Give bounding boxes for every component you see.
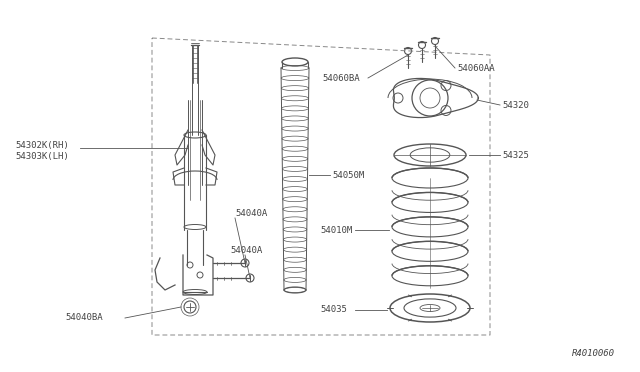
- Text: 54040BA: 54040BA: [65, 314, 102, 323]
- Text: 54040A: 54040A: [230, 246, 262, 254]
- Text: 54303K(LH): 54303K(LH): [15, 151, 68, 160]
- Text: 54302K(RH): 54302K(RH): [15, 141, 68, 150]
- Text: 54040A: 54040A: [235, 208, 268, 218]
- Text: 54050M: 54050M: [332, 170, 364, 180]
- Text: 54035: 54035: [320, 305, 347, 314]
- Text: 54010M: 54010M: [320, 225, 352, 234]
- Text: 54320: 54320: [502, 100, 529, 109]
- Text: 54060BA: 54060BA: [322, 74, 360, 83]
- Text: R4010060: R4010060: [572, 349, 615, 358]
- Text: 54060AA: 54060AA: [457, 64, 495, 73]
- Text: 54325: 54325: [502, 151, 529, 160]
